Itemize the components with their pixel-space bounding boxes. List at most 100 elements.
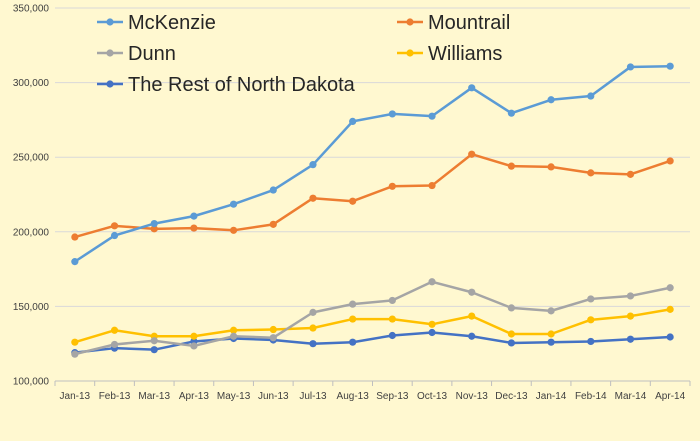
series-line [74, 280, 671, 356]
series-the-rest-of-north-dakota [71, 328, 674, 357]
series-williams [71, 305, 674, 346]
data-point [666, 305, 674, 313]
data-point [71, 350, 79, 358]
data-point [190, 212, 198, 220]
data-point [666, 157, 674, 165]
data-point [309, 340, 317, 348]
data-point [110, 222, 119, 230]
series-mckenzie [71, 62, 674, 266]
data-point [626, 63, 635, 71]
data-point [547, 307, 555, 315]
data-point [587, 92, 595, 100]
x-tick-label: Jun-13 [258, 391, 289, 402]
x-tick-label: Aug-13 [337, 391, 370, 402]
legend-entry: Mountrail [397, 12, 510, 34]
data-point [428, 328, 436, 337]
x-tick-label: Oct-13 [417, 391, 447, 402]
x-tick-label: Sep-13 [376, 391, 409, 402]
y-tick-label: 100,000 [13, 377, 50, 388]
data-point [666, 333, 674, 341]
data-point [388, 315, 396, 323]
series-line [74, 308, 671, 344]
data-point [587, 169, 595, 177]
data-point [71, 233, 79, 241]
legend-label: McKenzie [128, 12, 216, 34]
data-point [388, 182, 396, 190]
data-point [468, 84, 476, 92]
legend-label: Williams [428, 43, 502, 65]
legend-entry: McKenzie [97, 12, 216, 34]
data-point [428, 181, 436, 190]
data-point [110, 231, 119, 240]
data-point [71, 338, 79, 346]
y-axis-ticks: 100,000 150,000 200,000 250,000 300,000 350,0… [13, 4, 50, 388]
data-point [626, 170, 635, 178]
data-point [349, 315, 357, 323]
data-point [507, 330, 516, 338]
data-point [507, 109, 516, 117]
data-point [269, 325, 277, 334]
x-tick-label: Apr-14 [655, 391, 685, 402]
data-point [150, 346, 158, 354]
data-point [507, 304, 516, 312]
legend-swatch-marker [106, 80, 114, 88]
legend-label: The Rest of North Dakota [128, 74, 356, 96]
data-point [229, 226, 238, 234]
series-line [74, 152, 671, 239]
data-point [110, 340, 119, 349]
data-point [388, 331, 396, 340]
x-tick-label: Dec-13 [495, 391, 528, 402]
y-tick-label: 200,000 [13, 227, 50, 238]
data-point [666, 62, 674, 70]
legend-swatch-marker [406, 49, 414, 57]
data-point [428, 320, 436, 328]
data-point [428, 278, 436, 286]
x-tick-label: May-13 [217, 391, 251, 402]
data-point [229, 326, 238, 334]
data-point [229, 200, 238, 208]
data-point [626, 292, 635, 300]
data-point [468, 150, 476, 158]
series-line [74, 331, 671, 354]
legend-label: Dunn [128, 43, 176, 65]
data-point [71, 258, 79, 266]
data-point [468, 332, 476, 340]
series-line [74, 64, 671, 263]
data-point [309, 324, 317, 332]
data-point [388, 110, 396, 118]
x-tick-label: Jan-13 [60, 391, 91, 402]
x-tick-label: Apr-13 [179, 391, 209, 402]
data-point [547, 330, 555, 338]
data-point [666, 284, 674, 292]
legend-entry: The Rest of North Dakota [97, 74, 356, 96]
y-tick-label: 350,000 [13, 4, 50, 15]
x-tick-label: Jan-14 [536, 391, 567, 402]
x-tick-label: Feb-14 [575, 391, 607, 402]
data-point [150, 337, 158, 345]
data-point [190, 332, 198, 340]
data-point [626, 335, 635, 343]
series-dunn [71, 278, 674, 358]
data-point [150, 225, 158, 233]
data-point [349, 117, 357, 125]
data-point [587, 316, 595, 324]
data-point [110, 326, 119, 334]
data-point [309, 161, 317, 169]
gridlines [55, 7, 690, 382]
data-point [626, 312, 635, 320]
data-point [428, 112, 436, 120]
x-tick-label: Mar-14 [615, 391, 647, 402]
data-point [269, 334, 277, 342]
x-tick-label: Jul-13 [299, 391, 327, 402]
legend-swatch-marker [106, 18, 114, 26]
legend-entry: Williams [397, 43, 502, 65]
data-point [309, 308, 317, 316]
data-point [150, 219, 158, 228]
data-point [388, 296, 396, 305]
data-point [269, 186, 277, 194]
data-point [587, 337, 595, 346]
data-point [190, 342, 198, 350]
x-tick-label: Nov-13 [456, 391, 489, 402]
